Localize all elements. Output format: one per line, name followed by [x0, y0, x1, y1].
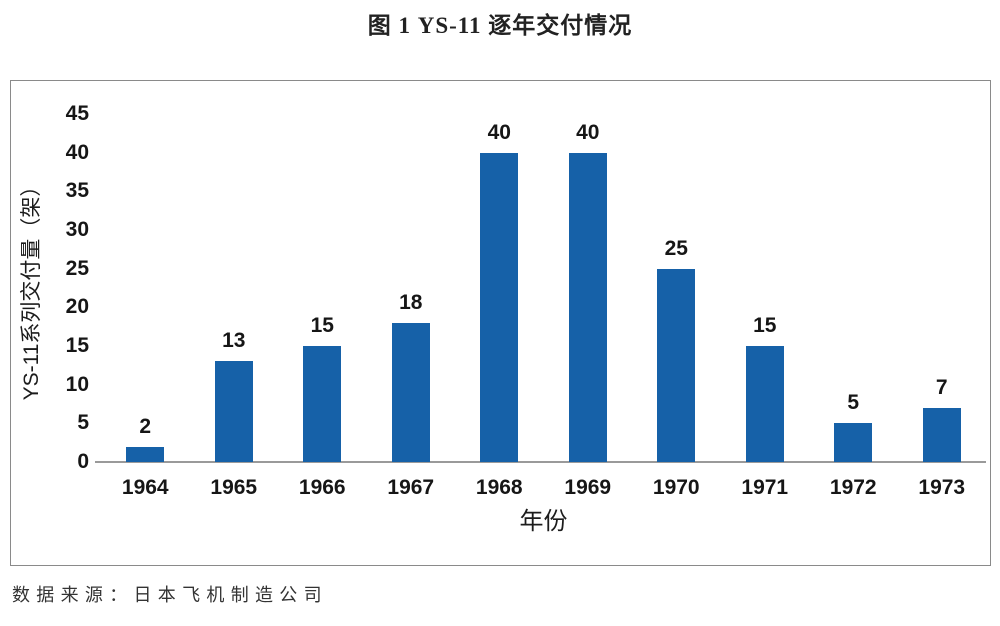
bar-value-1971: 15	[753, 314, 777, 337]
x-tick-1968: 1968	[475, 476, 523, 499]
bar-1972	[834, 423, 873, 462]
bar-value-1965: 13	[222, 329, 246, 353]
x-tick-1965: 1965	[210, 476, 258, 499]
x-tick-1970: 1970	[652, 476, 700, 499]
bar-1967	[391, 322, 430, 462]
x-tick-1972: 1972	[829, 476, 877, 499]
x-axis-title: 年份	[519, 508, 568, 535]
y-tick-35: 35	[65, 179, 89, 203]
y-tick-20: 20	[65, 295, 89, 319]
bar-value-1973: 7	[935, 375, 948, 399]
chart-frame: YS-11系列交付量（架） 0 5 10 15 20 25 30 35 40 45 2 1964 13 1…	[10, 80, 991, 566]
bar-value-1966: 15	[310, 314, 334, 337]
y-tick-40: 40	[65, 140, 89, 164]
figure-title: 图 1 YS-11 逐年交付情况	[367, 13, 633, 38]
bar-1969	[568, 152, 607, 462]
y-tick-45: 45	[65, 102, 89, 125]
x-tick-1973: 1973	[918, 476, 966, 499]
bar-value-1964: 2	[139, 414, 152, 438]
y-tick-5: 5	[77, 411, 89, 435]
data-source: 数据来源：日本飞机制造公司	[12, 585, 328, 605]
x-axis-line	[95, 461, 986, 463]
y-tick-0: 0	[77, 450, 89, 473]
bar-1971	[745, 346, 784, 462]
y-tick-15: 15	[65, 334, 89, 357]
bar-1968	[480, 152, 519, 462]
bar-1966	[303, 346, 342, 462]
y-tick-25: 25	[65, 256, 89, 280]
bar-value-1968: 40	[487, 120, 511, 144]
y-axis-title: YS-11系列交付量（架）	[20, 175, 43, 401]
x-tick-1967: 1967	[387, 476, 435, 499]
y-tick-30: 30	[65, 218, 89, 241]
x-tick-1969: 1969	[564, 476, 612, 499]
bar-value-1967: 18	[399, 290, 423, 314]
bar-1970	[657, 268, 696, 462]
x-tick-1964: 1964	[121, 476, 169, 499]
bar-value-1970: 25	[664, 236, 688, 260]
bar-1964	[126, 446, 165, 462]
bar-1973	[922, 407, 961, 462]
x-tick-1966: 1966	[298, 476, 346, 499]
y-tick-10: 10	[65, 372, 89, 396]
bar-1965	[214, 361, 253, 462]
bar-value-1972: 5	[847, 391, 860, 415]
plot-area: 0 5 10 15 20 25 30 35 40 45 2 1964 13 1965 15 1966 18 196…	[66, 102, 986, 499]
x-tick-1971: 1971	[741, 476, 789, 499]
bar-value-1969: 40	[576, 120, 600, 144]
